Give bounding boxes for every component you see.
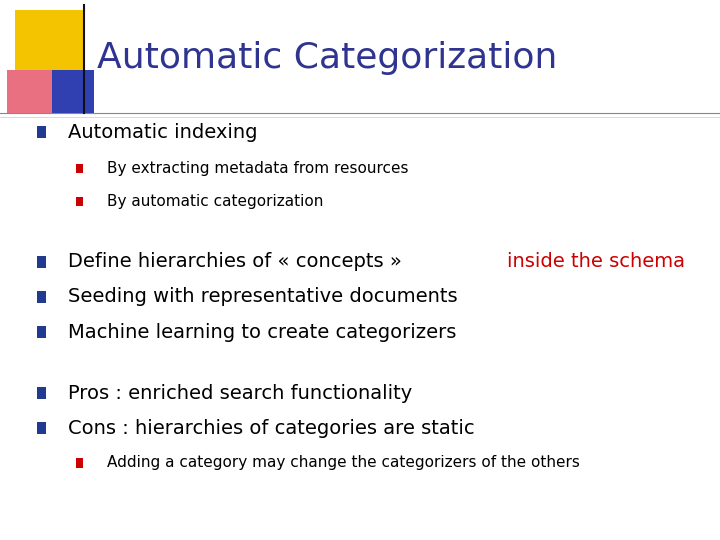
Text: Automatic Categorization: Automatic Categorization: [97, 41, 557, 75]
Bar: [76, 458, 83, 468]
Bar: [37, 126, 47, 138]
Text: Seeding with representative documents: Seeding with representative documents: [68, 287, 458, 307]
Bar: [76, 164, 83, 173]
Bar: [76, 197, 83, 206]
Text: Machine learning to create categorizers: Machine learning to create categorizers: [68, 322, 456, 342]
Bar: [37, 291, 47, 303]
Text: inside the schema: inside the schema: [508, 252, 685, 272]
Bar: [15, 10, 84, 80]
Text: Define hierarchies of « concepts »: Define hierarchies of « concepts »: [68, 252, 408, 272]
Bar: [37, 326, 47, 338]
Text: By automatic categorization: By automatic categorization: [107, 194, 323, 209]
Bar: [52, 70, 94, 113]
Text: Adding a category may change the categorizers of the others: Adding a category may change the categor…: [107, 455, 580, 470]
Bar: [7, 70, 73, 113]
Bar: [37, 422, 47, 434]
Bar: [37, 387, 47, 399]
Bar: [37, 256, 47, 268]
Text: Automatic indexing: Automatic indexing: [68, 123, 258, 142]
Text: By extracting metadata from resources: By extracting metadata from resources: [107, 161, 408, 176]
Text: Pros : enriched search functionality: Pros : enriched search functionality: [68, 383, 413, 403]
Text: Cons : hierarchies of categories are static: Cons : hierarchies of categories are sta…: [68, 418, 475, 438]
